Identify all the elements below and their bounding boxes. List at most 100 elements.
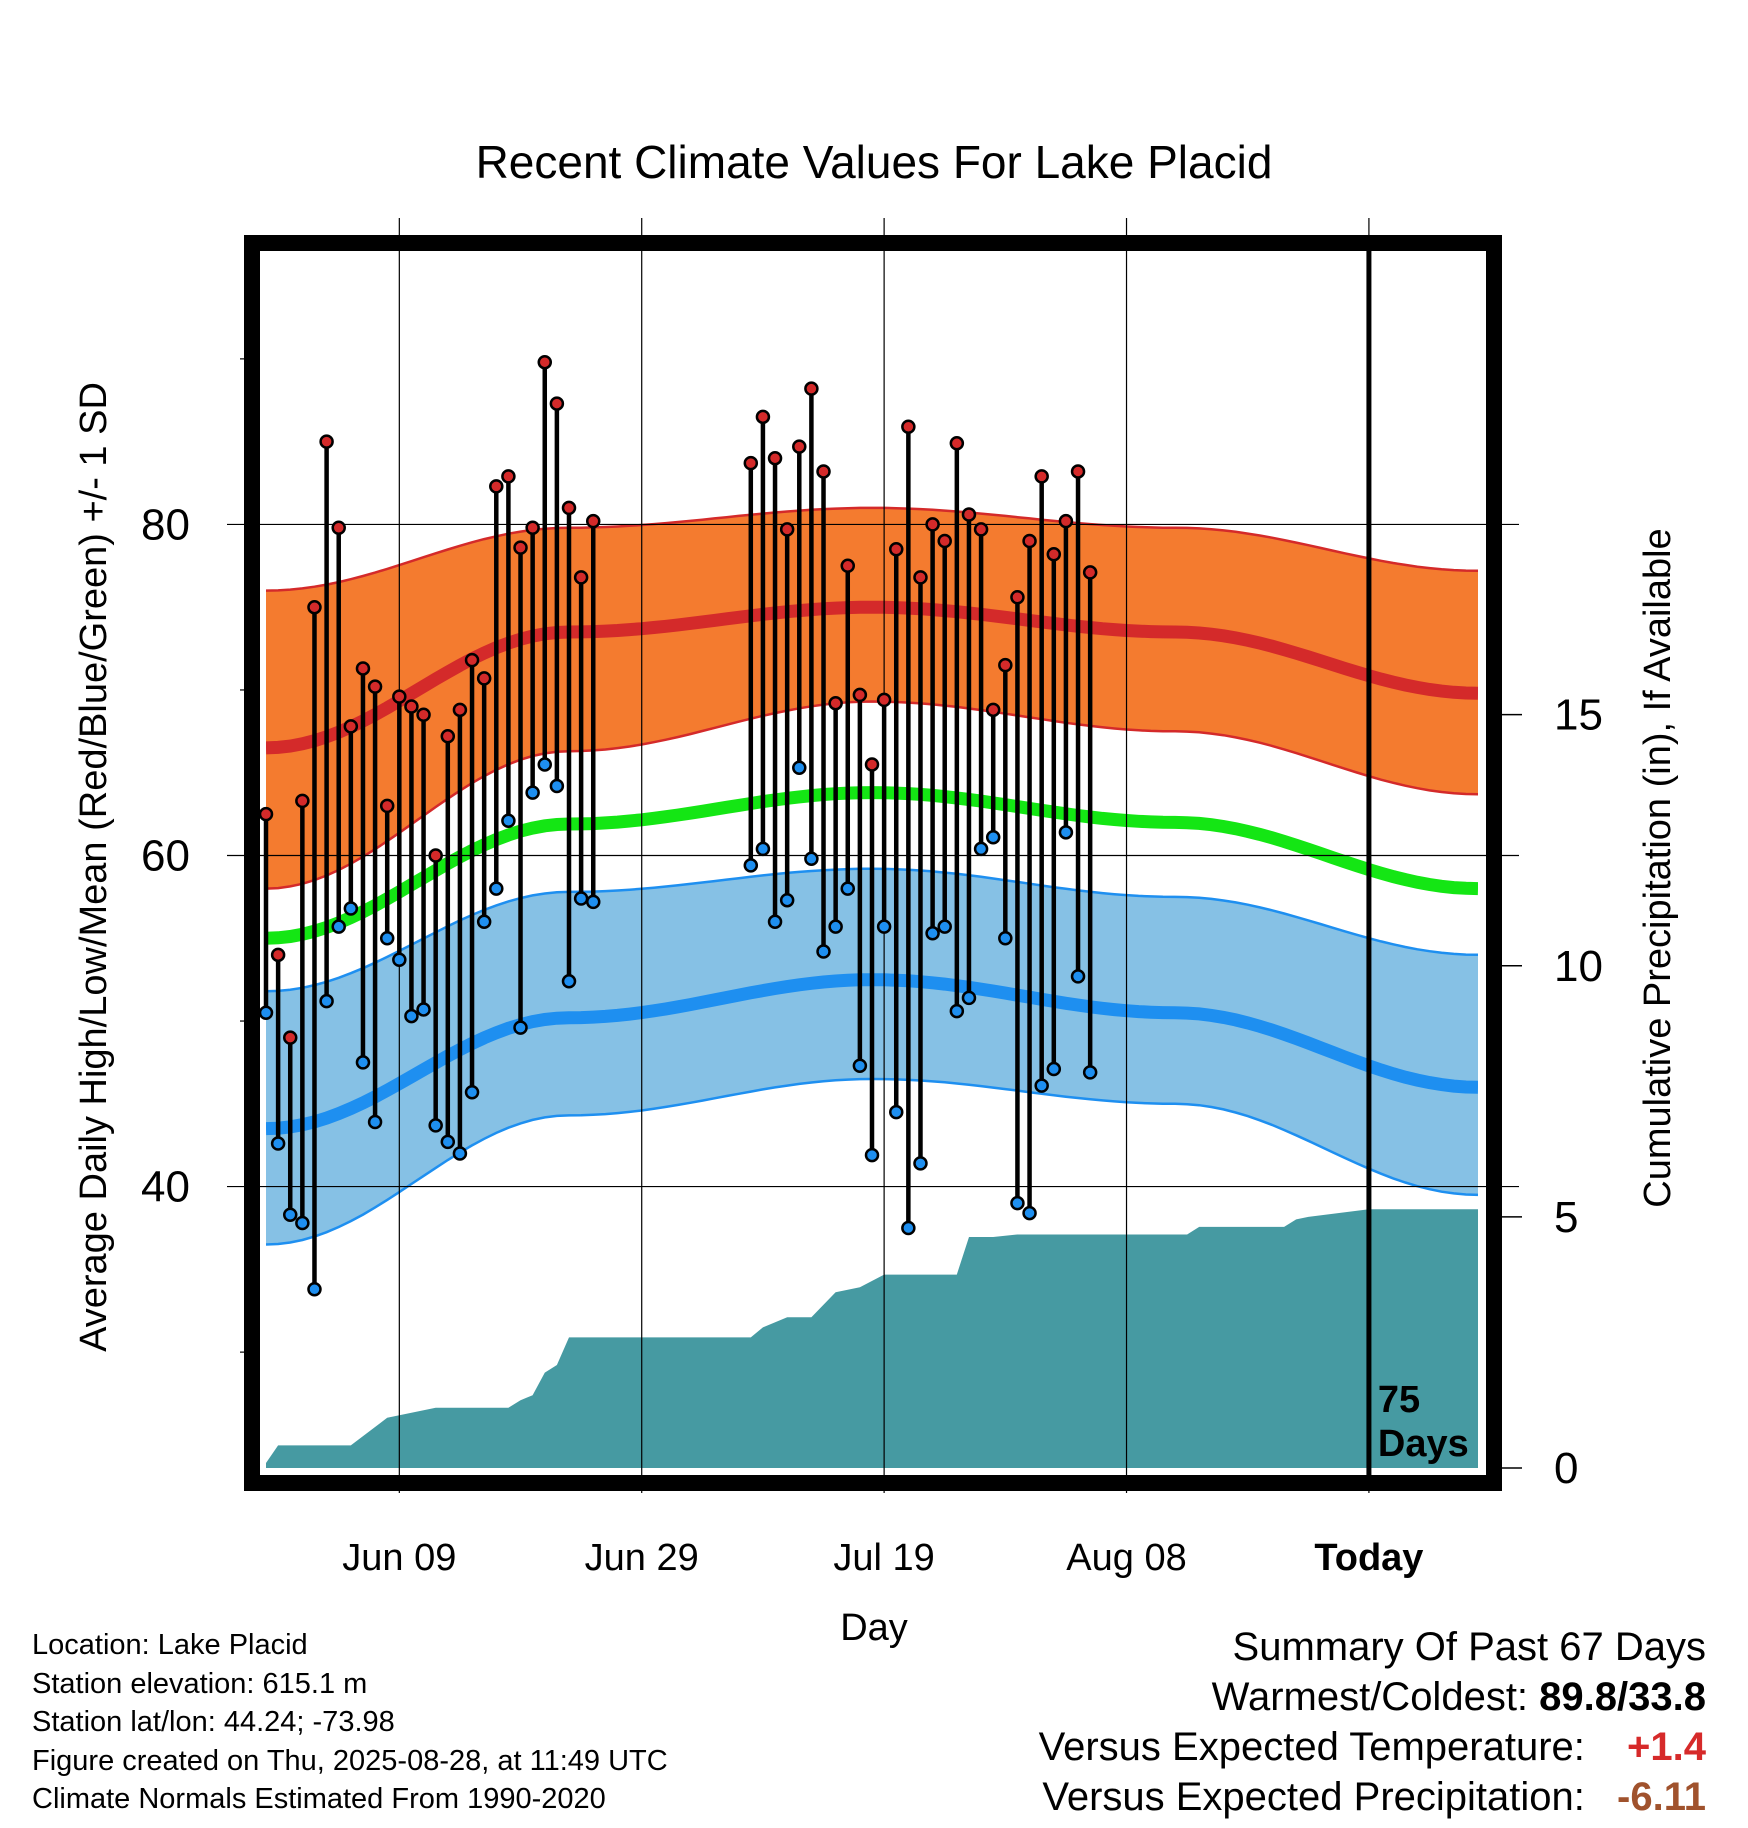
low-point	[901, 1220, 916, 1236]
right-y-axis-label: Cumulative Precipitation (in), If Availa…	[1637, 528, 1679, 1207]
low-point	[428, 1118, 443, 1133]
temperature-anomaly-value: +1.4	[1627, 1725, 1706, 1769]
high-point	[416, 707, 431, 723]
normals-text: Climate Normals Estimated From 1990-2020	[32, 1783, 606, 1815]
low-point	[1058, 825, 1074, 840]
high-point	[973, 522, 989, 537]
low-point	[476, 914, 492, 929]
high-point	[998, 657, 1013, 673]
low-point	[913, 1156, 928, 1171]
x-tick-label: Jul 19	[833, 1537, 934, 1579]
high-point	[828, 695, 843, 711]
x-tick-label: Jun 29	[585, 1537, 699, 1579]
low-point	[585, 894, 601, 910]
low-point	[331, 919, 346, 934]
high-point	[295, 793, 310, 809]
high-point	[1034, 469, 1049, 484]
high-point	[525, 520, 540, 535]
low-point	[767, 914, 783, 929]
right-y-tick-label: 10	[1554, 942, 1603, 991]
low-point	[367, 1114, 383, 1130]
high-point	[355, 661, 371, 676]
high-point	[852, 687, 868, 703]
precipitation-anomaly-label: Versus Expected Precipitation:	[1042, 1775, 1585, 1819]
high-point	[343, 719, 359, 734]
low-point	[949, 1003, 965, 1019]
high-point	[537, 354, 553, 370]
high-point	[307, 599, 322, 615]
low-point	[295, 1215, 310, 1231]
high-point	[816, 464, 831, 479]
today-marker-label: 75	[1378, 1379, 1420, 1421]
warmest-coldest-value: 89.8/33.8	[1539, 1675, 1706, 1719]
low-point	[828, 919, 843, 934]
low-point	[755, 841, 771, 857]
high-point	[513, 540, 528, 555]
high-point	[452, 702, 468, 718]
elevation-text: Station elevation: 615.1 m	[32, 1667, 368, 1700]
high-point	[949, 436, 965, 451]
high-point	[392, 689, 407, 704]
low-point	[258, 1005, 274, 1021]
x-tick-label: Aug 08	[1066, 1537, 1186, 1579]
low-point	[876, 919, 892, 934]
low-point	[852, 1058, 868, 1073]
x-axis-label: Day	[840, 1607, 908, 1649]
low-point	[1046, 1061, 1062, 1077]
low-point	[840, 881, 856, 896]
high-point	[282, 1030, 298, 1045]
low-point	[343, 901, 359, 916]
high-point	[379, 798, 395, 814]
high-point	[961, 507, 977, 522]
left-y-tick-label: 40	[141, 1163, 190, 1212]
high-point	[925, 517, 940, 532]
high-point	[1046, 546, 1062, 562]
low-point	[537, 757, 553, 772]
low-point	[525, 785, 540, 800]
latlon-text: Station lat/lon: 44.24; -73.98	[32, 1706, 395, 1738]
left-y-tick-label: 60	[141, 832, 190, 881]
low-point	[489, 881, 504, 896]
high-point	[876, 692, 892, 708]
station-info: Location: Lake Placid Station elevation:…	[32, 1626, 668, 1819]
low-point	[392, 952, 407, 968]
plot-frame	[244, 235, 1502, 1491]
low-point	[888, 1104, 904, 1120]
low-point	[282, 1207, 298, 1222]
low-point	[743, 858, 759, 873]
high-point	[440, 729, 456, 744]
high-point	[489, 479, 504, 494]
low-point	[1082, 1065, 1098, 1080]
warmest-coldest-row: Warmest/Coldest: 89.8/33.8	[1039, 1672, 1706, 1722]
precipitation-anomaly-row: Versus Expected Precipitation: -6.11	[1039, 1772, 1706, 1822]
low-point	[925, 926, 940, 941]
created-text: Figure created on Thu, 2025-08-28, at 11…	[32, 1744, 668, 1777]
low-point	[416, 1002, 431, 1017]
left-y-axis-label: Average Daily High/Low/Mean (Red/Blue/Gr…	[73, 382, 115, 1352]
low-point	[998, 931, 1013, 946]
temperature-anomaly-label: Versus Expected Temperature:	[1038, 1725, 1585, 1769]
low-point	[1022, 1205, 1037, 1221]
high-point	[585, 513, 601, 529]
low-point	[561, 974, 577, 989]
high-sd-lower-edge	[266, 700, 1478, 890]
low-point	[973, 841, 989, 857]
low-point	[513, 1020, 528, 1035]
location-text: Location: Lake Placid	[32, 1629, 308, 1661]
high-point	[901, 419, 916, 434]
high-point	[779, 522, 795, 537]
low-point	[779, 892, 795, 908]
low-point	[440, 1134, 456, 1150]
high-point	[864, 757, 880, 772]
low-point	[792, 760, 807, 776]
precipitation-area	[266, 1209, 1478, 1468]
high-point	[573, 570, 589, 585]
high-point	[428, 848, 443, 863]
low-point	[452, 1146, 468, 1161]
low-point	[464, 1084, 480, 1100]
high-point	[937, 533, 952, 549]
summary-panel: Summary Of Past 67 Days Warmest/Coldest:…	[1039, 1622, 1706, 1822]
high-point	[1082, 565, 1098, 580]
high-point	[1070, 464, 1086, 479]
